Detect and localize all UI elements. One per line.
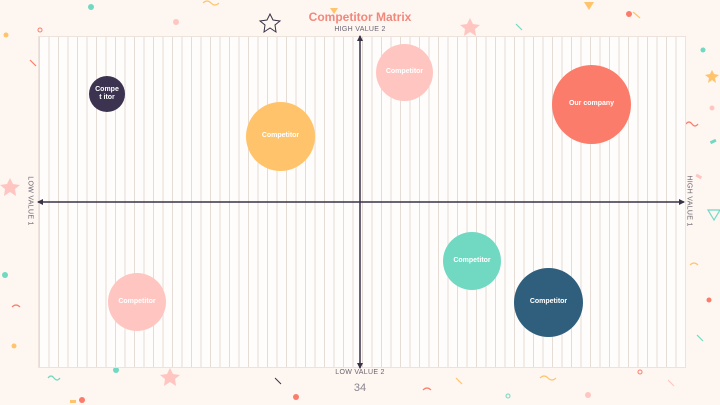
bubble-label: Competitor [118, 297, 156, 305]
bubble-competitor-pink-top[interactable]: Competitor [376, 44, 433, 101]
bubble-competitor-teal[interactable]: Competitor [514, 268, 583, 337]
axis-label-low-value-1: LOW VALUE 1 [26, 176, 34, 226]
bubble-label: Compet itor [95, 85, 119, 101]
bubble-label: Our company [568, 100, 615, 108]
page-number: 34 [353, 382, 367, 394]
bubble-label: Competitor [261, 132, 300, 140]
bubble-competitor-navy[interactable]: Compet itor [89, 76, 125, 112]
bubble-label: Competitor [529, 298, 568, 306]
bubble-competitor-orange[interactable]: Competitor [246, 102, 315, 171]
bubble-competitor-mint[interactable]: Competitor [443, 232, 501, 290]
axis-label-low-value-2: LOW VALUE 2 [335, 369, 385, 376]
bubble-competitor-pink-bottom[interactable]: Competitor [108, 273, 166, 331]
bubble-label: Competitor [453, 256, 491, 264]
axis-label-high-value-2: HIGH VALUE 2 [334, 26, 386, 33]
bubble-our-company[interactable]: Our company [552, 65, 631, 144]
slide-title: Competitor Matrix [308, 10, 412, 24]
axis-label-high-value-1: HIGH VALUE 1 [685, 175, 693, 227]
bubble-label: Competitor [385, 68, 424, 76]
